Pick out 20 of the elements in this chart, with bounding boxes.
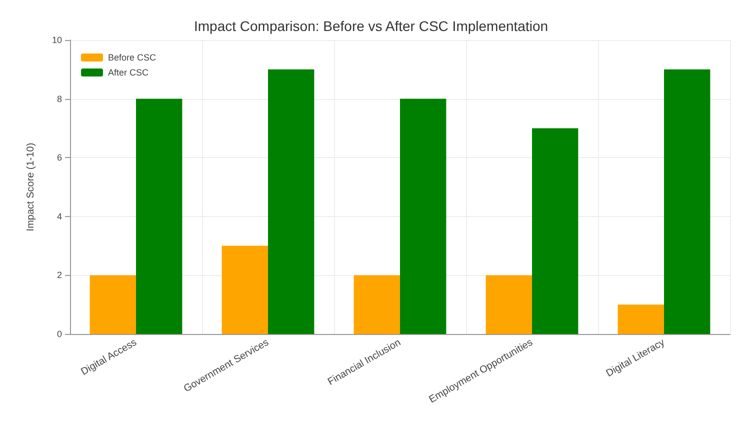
bar bbox=[400, 98, 446, 334]
y-tick-label: 4 bbox=[56, 211, 62, 222]
y-tick-label: 0 bbox=[56, 329, 62, 339]
bar bbox=[532, 128, 578, 334]
y-tick-label: 6 bbox=[56, 152, 62, 163]
bar bbox=[618, 304, 664, 334]
bar bbox=[90, 275, 136, 334]
bar bbox=[354, 275, 400, 334]
chart-title: Impact Comparison: Before vs After CSC Implementation bbox=[194, 18, 548, 34]
y-tick-label: 8 bbox=[56, 94, 62, 104]
y-tick-label: 10 bbox=[52, 35, 62, 45]
bar bbox=[664, 69, 710, 334]
legend-label: After CSC bbox=[108, 68, 150, 78]
legend-label: Before CSC bbox=[108, 52, 157, 62]
bar bbox=[222, 246, 268, 334]
y-tick-label: 2 bbox=[56, 270, 62, 280]
bar bbox=[268, 69, 314, 334]
y-axis-title: Impact Score (1-10) bbox=[26, 142, 36, 232]
bar bbox=[486, 275, 532, 334]
bar bbox=[136, 98, 182, 334]
